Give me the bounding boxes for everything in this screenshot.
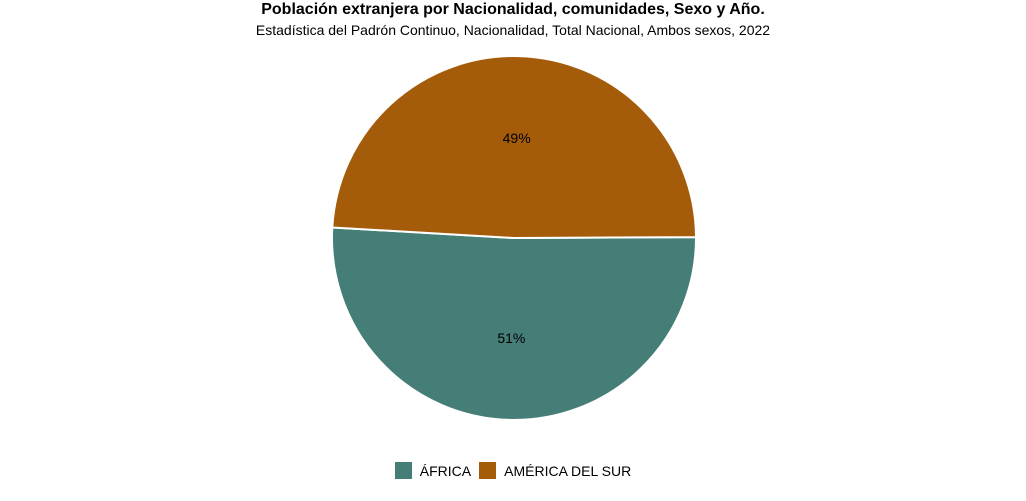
legend-item-america-del-sur[interactable]: AMÉRICA DEL SUR <box>479 462 631 479</box>
slice-africa[interactable] <box>331 226 697 421</box>
legend-item-africa[interactable]: ÁFRICA <box>394 462 472 479</box>
chart-subtitle: Estadística del Padrón Continuo, Naciona… <box>255 22 771 38</box>
legend: ÁFRICA AMÉRICA DEL SUR <box>0 462 1026 479</box>
data-label-africa: 51% <box>497 330 525 346</box>
data-label-america-del-sur: 49% <box>503 130 531 146</box>
chart-title: Población extranjera por Nacionalidad, c… <box>261 1 765 18</box>
legend-swatch-africa <box>394 462 412 479</box>
legend-label-africa: ÁFRICA <box>419 462 472 479</box>
legend-label-america-del-sur: AMÉRICA DEL SUR <box>504 462 632 479</box>
slice-america-del-sur[interactable] <box>331 55 698 240</box>
legend-swatch-america-del-sur <box>479 462 497 479</box>
